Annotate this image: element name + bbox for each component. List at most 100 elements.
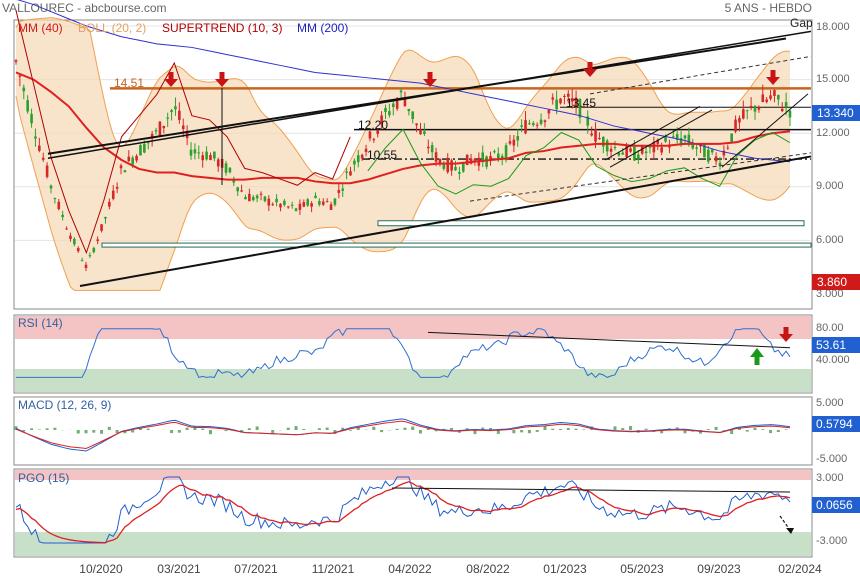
candle-body xyxy=(609,148,613,152)
rsi-buy-arrow-shaft xyxy=(754,357,760,365)
candle-body xyxy=(166,117,169,119)
candle-body xyxy=(18,75,22,77)
candle-body xyxy=(275,198,278,203)
macd-histogram-bar xyxy=(395,428,399,430)
candle-body xyxy=(209,155,212,161)
mm200-line xyxy=(16,0,791,163)
candle-body xyxy=(734,119,737,132)
candle-body xyxy=(777,94,780,100)
candle-body xyxy=(707,149,710,162)
pgo-lines xyxy=(15,476,794,544)
macd-y-tick: 5.000 xyxy=(816,397,844,409)
candle-body xyxy=(617,152,621,156)
candle-body xyxy=(683,135,687,139)
candle-body xyxy=(481,152,485,163)
gap-zone-rect xyxy=(377,220,805,227)
candle-body xyxy=(333,198,337,205)
candle-body xyxy=(380,115,383,125)
sell-arrow-icon-head xyxy=(215,79,229,87)
candle-body xyxy=(590,133,593,136)
candle-body xyxy=(271,204,275,206)
macd-histogram-bar xyxy=(574,428,578,430)
macd-histogram-bar xyxy=(722,430,726,431)
rsi-y-tick: 80.00 xyxy=(816,322,844,334)
candle-body xyxy=(228,167,232,173)
legend-mm200: MM (200) xyxy=(297,21,348,35)
mm40-line xyxy=(15,71,791,185)
candle-body xyxy=(528,123,531,125)
x-tick: 02/2024 xyxy=(778,562,822,576)
candle-body xyxy=(193,149,197,154)
candle-body xyxy=(162,125,166,129)
rsi-value-tag xyxy=(812,337,860,353)
supertrend-up xyxy=(367,128,791,195)
low-price-value: 3.860 xyxy=(817,275,847,289)
macd-value-tag xyxy=(812,416,860,432)
macd-lines xyxy=(14,418,791,452)
macd-signal-line xyxy=(15,420,791,449)
macd-histogram-bar xyxy=(769,430,773,434)
macd-histogram-bar xyxy=(730,430,734,435)
candle-body xyxy=(415,123,418,126)
sell-arrow-icon-shaft xyxy=(427,72,433,80)
lower-trendline xyxy=(79,155,812,287)
candle-body xyxy=(465,154,469,166)
macd-histogram-bar xyxy=(170,430,174,434)
macd-histogram-bar xyxy=(512,430,516,434)
candle-body xyxy=(360,154,364,159)
candle-body xyxy=(504,145,508,161)
candle-body xyxy=(551,97,555,100)
y-tick: 9.000 xyxy=(816,180,844,192)
candle-body xyxy=(403,99,407,107)
candle-body xyxy=(108,201,111,207)
macd-histogram-bar xyxy=(201,428,205,430)
macd-histogram-bar xyxy=(527,430,531,434)
candle-body xyxy=(629,148,632,152)
macd-histogram-bar xyxy=(185,427,189,430)
candle-body xyxy=(660,147,663,153)
macd-label: MACD (12, 26, 9) xyxy=(18,398,111,412)
candle-body xyxy=(197,152,201,154)
candle-body xyxy=(372,139,376,141)
macd-histogram-bar xyxy=(271,430,275,434)
macd-histogram-bar xyxy=(131,430,135,433)
legend-supertrend: SUPERTREND (10, 3) xyxy=(162,21,282,35)
candle-body xyxy=(329,204,333,210)
rsi-y-tick: 40.000 xyxy=(816,354,850,366)
macd-histogram-bar xyxy=(745,430,749,432)
candle-body xyxy=(57,201,61,210)
macd-histogram-bar xyxy=(76,430,80,434)
candle-body xyxy=(178,110,181,120)
macd-histogram-bar xyxy=(208,430,212,435)
candle-body xyxy=(652,141,656,153)
sell-arrow-icon-shaft xyxy=(770,70,776,78)
macd-histogram-bar xyxy=(193,426,197,430)
x-tick: 11/2021 xyxy=(312,562,355,576)
macd-histogram-bar xyxy=(138,427,142,430)
candle-body xyxy=(555,99,558,110)
candle-body xyxy=(426,146,430,149)
macd-histogram-bar xyxy=(566,427,570,430)
macd-histogram-bar xyxy=(115,430,119,434)
candle-body xyxy=(111,190,115,199)
rsi-buy-arrow-icon xyxy=(750,348,764,357)
candle-body xyxy=(757,107,761,110)
level-13-45: 13.45 xyxy=(566,96,596,110)
candle-body xyxy=(376,130,380,134)
macd-histogram-bar xyxy=(224,430,228,432)
pgo-value-tag xyxy=(812,497,860,513)
candle-body xyxy=(625,145,628,157)
macd-histogram-bar xyxy=(613,426,617,430)
sell-arrow-icon-shaft xyxy=(168,72,174,80)
candle-body xyxy=(286,206,290,208)
rsi-overbought-zone xyxy=(15,316,811,339)
pgo-y-tick: -3.000 xyxy=(816,535,847,547)
last-price-tag xyxy=(812,105,860,121)
macd-histogram-bar xyxy=(92,430,96,433)
candle-body xyxy=(337,189,341,193)
candle-body xyxy=(458,172,461,174)
macd-histogram-bar xyxy=(496,430,500,434)
macd-histogram-bar xyxy=(356,427,360,430)
candle-body xyxy=(512,139,516,146)
header-title: VALLOUREC - abcbourse.com xyxy=(2,1,167,15)
